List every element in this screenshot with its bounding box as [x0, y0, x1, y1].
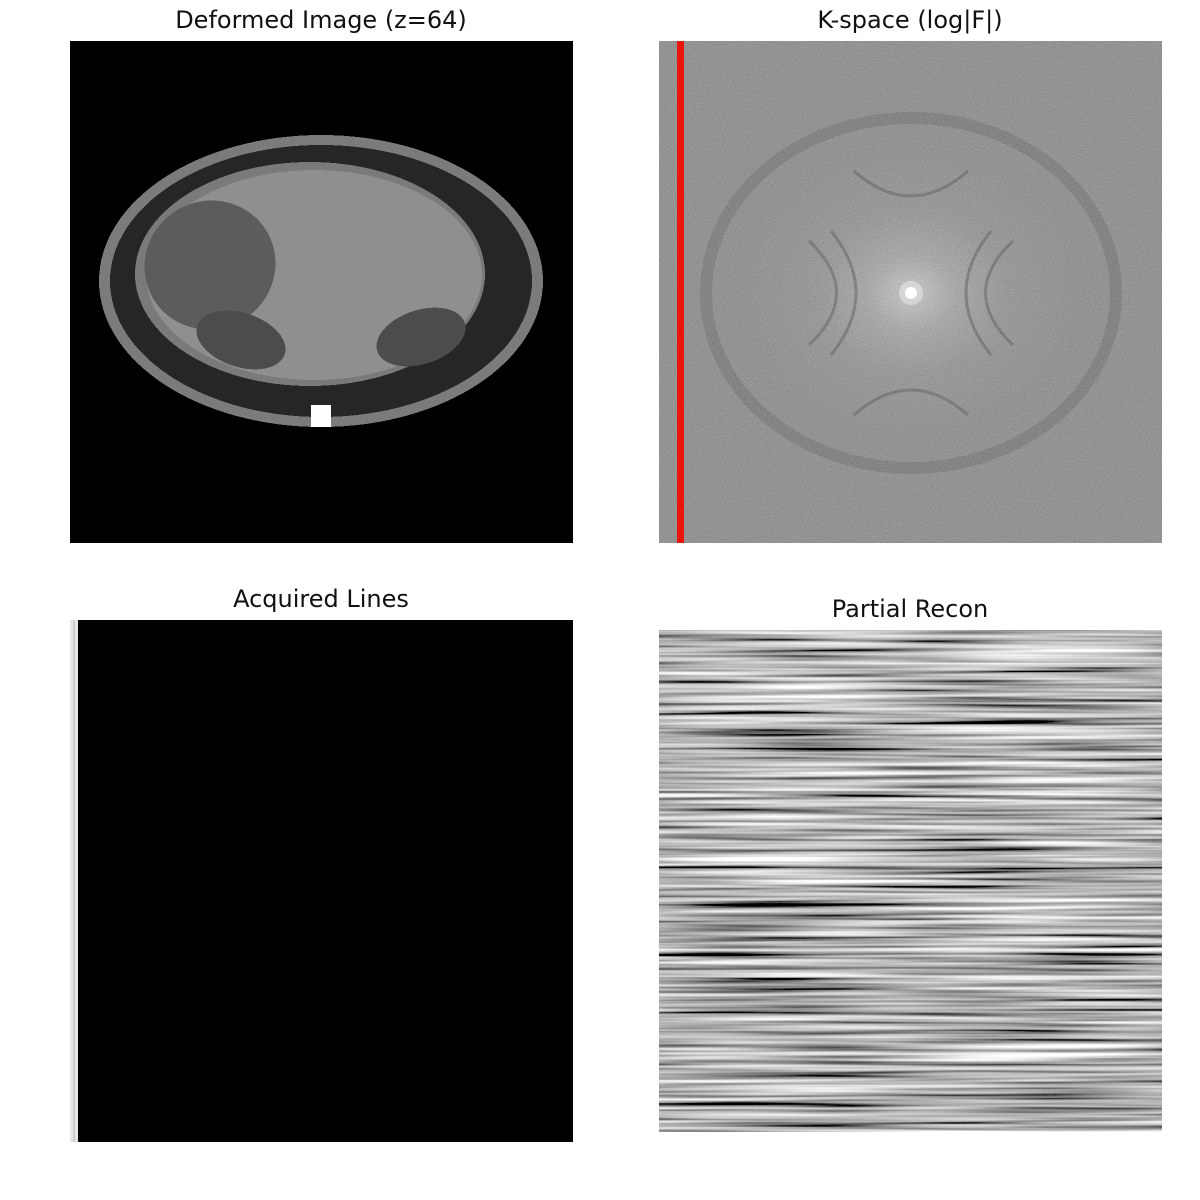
acquired-lines-image: [70, 620, 573, 1142]
phantom-bright-spot: [311, 405, 331, 427]
kspace-center-peak: [905, 287, 917, 299]
panel-title-acquired-lines: Acquired Lines: [233, 585, 409, 613]
panel-title-kspace: K-space (log|F|): [817, 6, 1003, 34]
deformed-phantom-image: [70, 41, 573, 543]
acquired-lines-panel: [70, 620, 573, 1142]
kspace-image: [659, 41, 1162, 543]
phantom-right-ellipse: [376, 307, 466, 367]
phantom-left-ellipse: [196, 310, 286, 370]
kspace-current-line-marker: [677, 41, 684, 543]
partial-recon-image: [659, 630, 1162, 1132]
panel-title-deformed-image: Deformed Image (z=64): [175, 6, 467, 34]
partial-recon-panel: [659, 630, 1162, 1132]
panel-title-partial-recon: Partial Recon: [831, 595, 989, 623]
kspace-panel: [659, 41, 1162, 543]
phantom-large-ellipse: [144, 200, 276, 330]
deformed-image-panel: [70, 41, 573, 543]
